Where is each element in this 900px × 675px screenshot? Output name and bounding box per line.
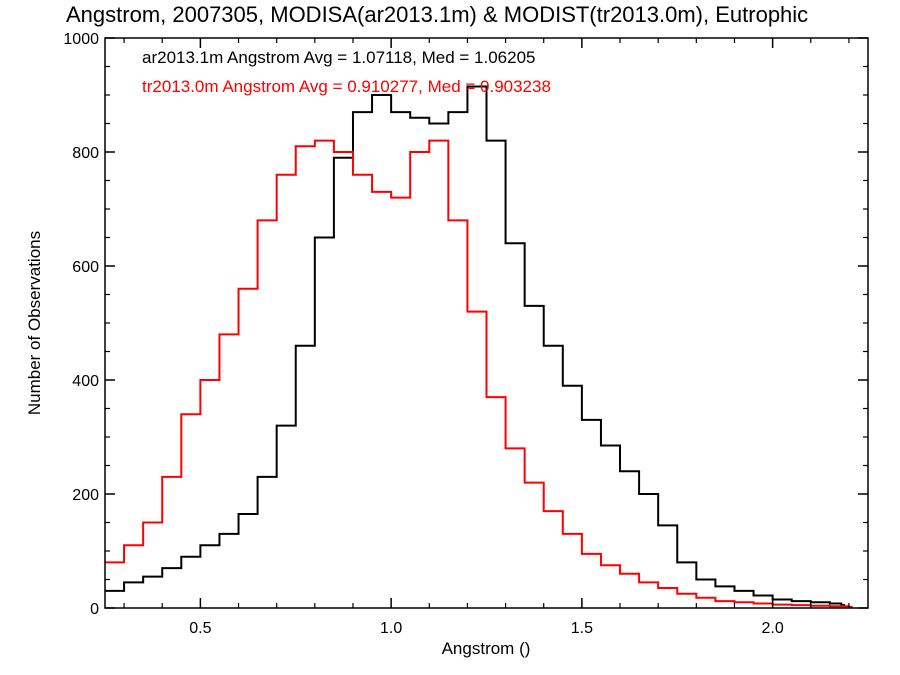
y-axis-label: Number of Observations: [25, 231, 44, 415]
series-layer: [105, 85, 853, 608]
chart-title: Angstrom, 2007305, MODISA(ar2013.1m) & M…: [66, 2, 808, 27]
y-tick-label: 200: [72, 487, 99, 504]
series-line-1: [105, 139, 853, 608]
x-axis-label: Angstrom (): [442, 639, 531, 658]
x-tick-label: 2.0: [762, 620, 784, 637]
series-line-0: [105, 85, 846, 607]
y-tick-label: 400: [72, 373, 99, 390]
x-tick-label: 1.5: [571, 620, 593, 637]
annotation-red: tr2013.0m Angstrom Avg = 0.910277, Med =…: [142, 77, 551, 96]
ticks-layer: 0.5 1.0 1.5 2.0 0 200 400 600 800 1000: [63, 31, 868, 637]
y-tick-label: 1000: [63, 31, 99, 48]
annotation-black: ar2013.1m Angstrom Avg = 1.07118, Med = …: [142, 48, 535, 67]
x-tick-label: 1.0: [380, 620, 402, 637]
y-tick-label: 600: [72, 259, 99, 276]
x-tick-label: 0.5: [189, 620, 211, 637]
y-tick-label: 0: [90, 601, 99, 618]
y-tick-label: 800: [72, 145, 99, 162]
